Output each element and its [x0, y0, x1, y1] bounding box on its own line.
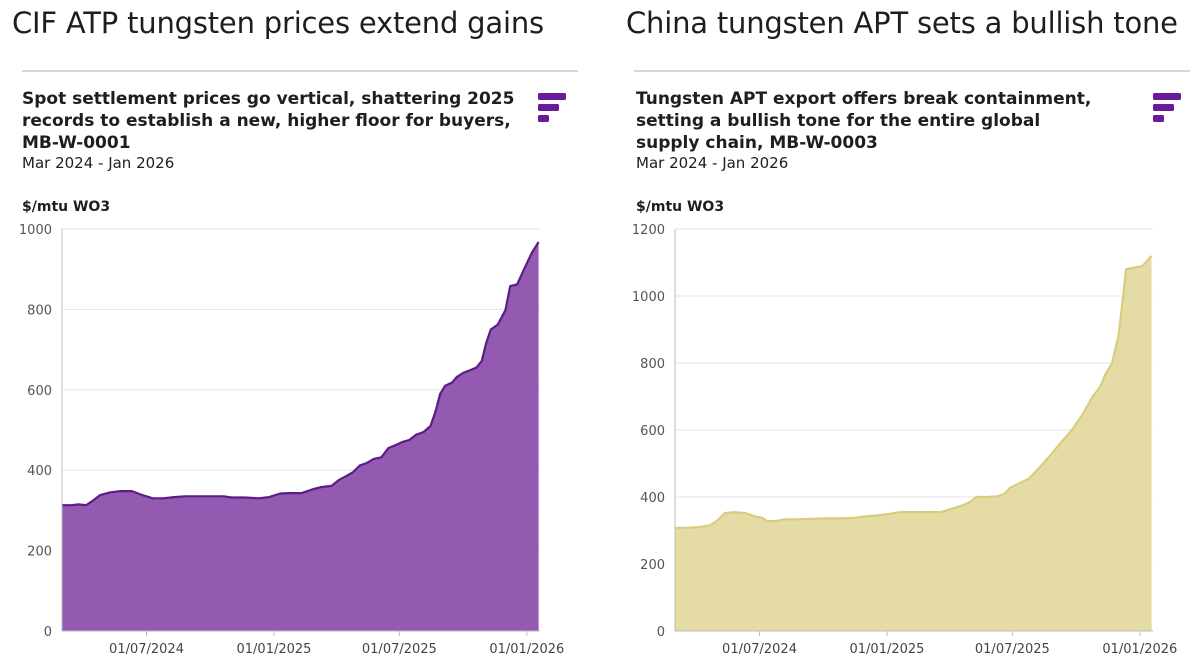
series-area — [675, 255, 1152, 632]
y-tick-label: 1200 — [632, 223, 665, 238]
divider — [22, 70, 578, 72]
chart-plot-area: 0 200 400 600 800 1000 01/07/2024 01/01/2025 01/… — [19, 223, 564, 657]
y-tick-label: 600 — [640, 424, 665, 439]
y-tick-label: 0 — [657, 625, 665, 640]
x-tick-label: 01/07/2024 — [109, 642, 184, 657]
series-line — [674, 255, 1153, 529]
chart-date-range: Mar 2024 - Jan 2026 — [22, 154, 175, 172]
series-area — [62, 241, 539, 631]
y-tick-label: 400 — [640, 491, 665, 506]
fastmarkets-logo-icon — [1153, 93, 1181, 122]
y-tick-label: 200 — [27, 545, 52, 560]
chart-plot-area: 0 200 400 600 800 1000 1200 01/07/2024 01/01/202… — [632, 223, 1177, 657]
y-tick-label: 800 — [27, 303, 52, 318]
y-tick-label: 800 — [640, 357, 665, 372]
x-tick-label: 01/07/2025 — [362, 642, 437, 657]
chart-title: Spot settlement prices go vertical, shat… — [22, 89, 515, 153]
chart-panel-left: CIF ATP tungsten prices extend gains Spo… — [12, 6, 578, 657]
chart-title: Tungsten APT export offers break contain… — [636, 89, 1092, 153]
y-tick-label: 200 — [640, 558, 665, 573]
headline: China tungsten APT sets a bullish tone — [626, 6, 1178, 40]
y-tick-label: 0 — [44, 625, 52, 640]
y-tick-label: 400 — [27, 464, 52, 479]
x-tick-label: 01/07/2025 — [975, 642, 1050, 657]
y-tick-label: 600 — [27, 384, 52, 399]
x-tick-label: 01/01/2026 — [489, 642, 564, 657]
x-tick-label: 01/01/2025 — [237, 642, 312, 657]
x-tick-label: 01/01/2025 — [850, 642, 925, 657]
x-tick-label: 01/07/2024 — [722, 642, 797, 657]
y-axis-unit: $/mtu WO3 — [22, 199, 111, 215]
fastmarkets-logo-icon — [538, 93, 566, 122]
x-tick-label: 01/01/2026 — [1102, 642, 1177, 657]
y-tick-label: 1000 — [632, 290, 665, 305]
y-axis-unit: $/mtu WO3 — [636, 199, 725, 215]
series-line — [61, 241, 540, 507]
chart-date-range: Mar 2024 - Jan 2026 — [636, 154, 789, 172]
y-tick-label: 1000 — [19, 223, 52, 238]
chart-panel-right: China tungsten APT sets a bullish tone T… — [600, 0, 1200, 664]
headline: CIF ATP tungsten prices extend gains — [12, 6, 544, 40]
divider — [634, 70, 1190, 72]
